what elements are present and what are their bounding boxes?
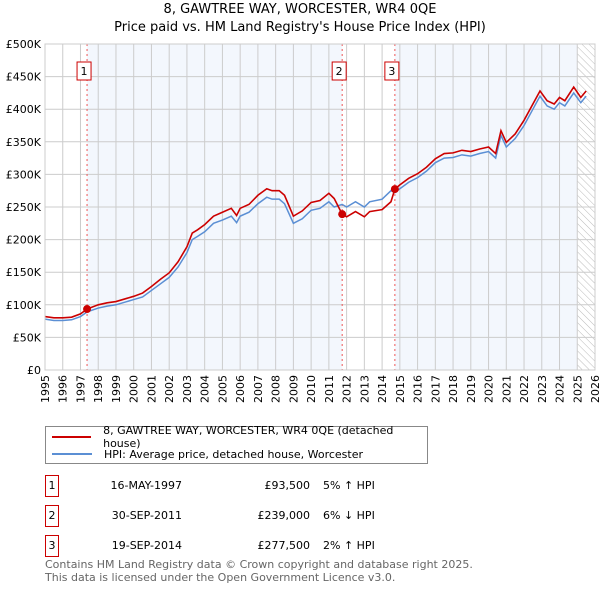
y-tick-label: £250K [6,201,42,214]
x-tick-label: 2021 [500,375,513,403]
y-tick-label: £300K [6,168,42,181]
x-tick-label: 1998 [92,375,105,403]
x-tick-label: 2006 [234,375,247,403]
x-tick-label: 1999 [110,375,123,403]
y-tick-label: £0 [27,364,41,377]
sale-marker: 3 [45,535,59,557]
x-tick-label: 2019 [465,375,478,403]
legend: 8, GAWTREE WAY, WORCESTER, WR4 0QE (deta… [45,424,428,464]
sale-date: 16-MAY-1997 [110,479,182,492]
legend-label: HPI: Average price, detached house, Worc… [104,447,364,461]
y-tick-label: £50K [13,331,42,344]
sale-hpi: 5% ↑ HPI [323,479,375,492]
legend-label: 8, GAWTREE WAY, WORCESTER, WR4 0QE (deta… [103,424,394,450]
x-tick-label: 2005 [216,375,229,403]
sale-label: 2 [336,65,343,78]
y-tick-label: £400K [6,103,42,116]
sale-price: £239,000 [257,509,311,522]
legend-item-price: 8, GAWTREE WAY, WORCESTER, WR4 0QE (deta… [52,424,427,450]
chart-subtitle: Price paid vs. HM Land Registry's House … [114,20,486,35]
x-tick-label: 1996 [57,375,70,403]
sale-point [390,185,399,194]
price-paid-line [44,85,587,319]
sale-date: 30-SEP-2011 [111,509,182,522]
x-tick-label: 1997 [74,375,87,403]
legend-swatch [52,436,92,438]
x-tick-label: 2025 [571,375,584,403]
x-tick-label: 2010 [305,375,318,403]
sale-label-box [384,61,400,81]
x-tick-label: 2015 [394,375,407,403]
x-tick-label: 2022 [518,375,531,403]
sale-label: 3 [388,65,395,78]
x-tick-label: 2014 [376,375,389,403]
legend-swatch [52,453,92,455]
x-tick-label: 2008 [270,375,283,403]
plot-border [44,43,596,371]
y-tick-label: £450K [6,71,42,84]
sale-label-box [76,61,92,81]
x-tick-label: 2016 [412,375,425,403]
sale-point [83,305,92,314]
x-tick-label: 2003 [181,375,194,403]
x-tick-label: 2012 [341,375,354,403]
x-tick-label: 2001 [145,375,158,403]
x-tick-label: 2009 [287,375,300,403]
sale-label: 1 [81,65,88,78]
sale-date: 19-SEP-2014 [111,539,182,552]
x-tick-label: 2004 [199,375,212,403]
x-tick-label: 2024 [554,375,567,403]
sale-marker: 2 [45,505,59,527]
price-chart: 1995 1996 1997 1998 1999 2000 2001 2002 2003 2004… [6,38,600,403]
sale-hpi: 6% ↓ HPI [323,509,375,522]
sale-label-box [331,61,347,81]
x-tick-label: 2020 [483,375,496,403]
chart-title: 8, GAWTREE WAY, WORCESTER, WR4 0QE [163,2,437,17]
x-tick-label: 2018 [447,375,460,403]
footer-copyright: Contains HM Land Registry data © Crown c… [45,558,473,571]
x-tick-label: 2000 [128,375,141,403]
y-tick-label: £200K [6,234,42,247]
x-tick-label: 2026 [589,375,600,403]
x-tick-label: 2017 [429,375,442,403]
sale-marker: 1 [45,475,59,497]
x-tick-label: 1995 [39,375,52,403]
x-tick-label: 2011 [323,375,336,403]
hpi-line [44,91,587,322]
x-tick-label: 2007 [252,375,265,403]
sale-price: £93,500 [264,479,311,492]
x-tick-label: 2002 [163,375,176,403]
y-tick-label: £150K [6,266,42,279]
x-tick-label: 2023 [536,375,549,403]
y-tick-label: £100K [6,299,42,312]
sale-hpi: 2% ↑ HPI [323,539,375,552]
sale-point [338,210,347,219]
footer-licence: This data is licensed under the Open Gov… [45,571,396,584]
y-tick-label: £500K [6,38,42,51]
y-tick-label: £350K [6,136,42,149]
footer: Contains HM Land Registry data © Crown c… [45,558,473,584]
sale-price: £277,500 [257,539,311,552]
x-tick-label: 2013 [358,375,371,403]
legend-item-hpi: HPI: Average price, detached house, Worc… [52,447,363,461]
